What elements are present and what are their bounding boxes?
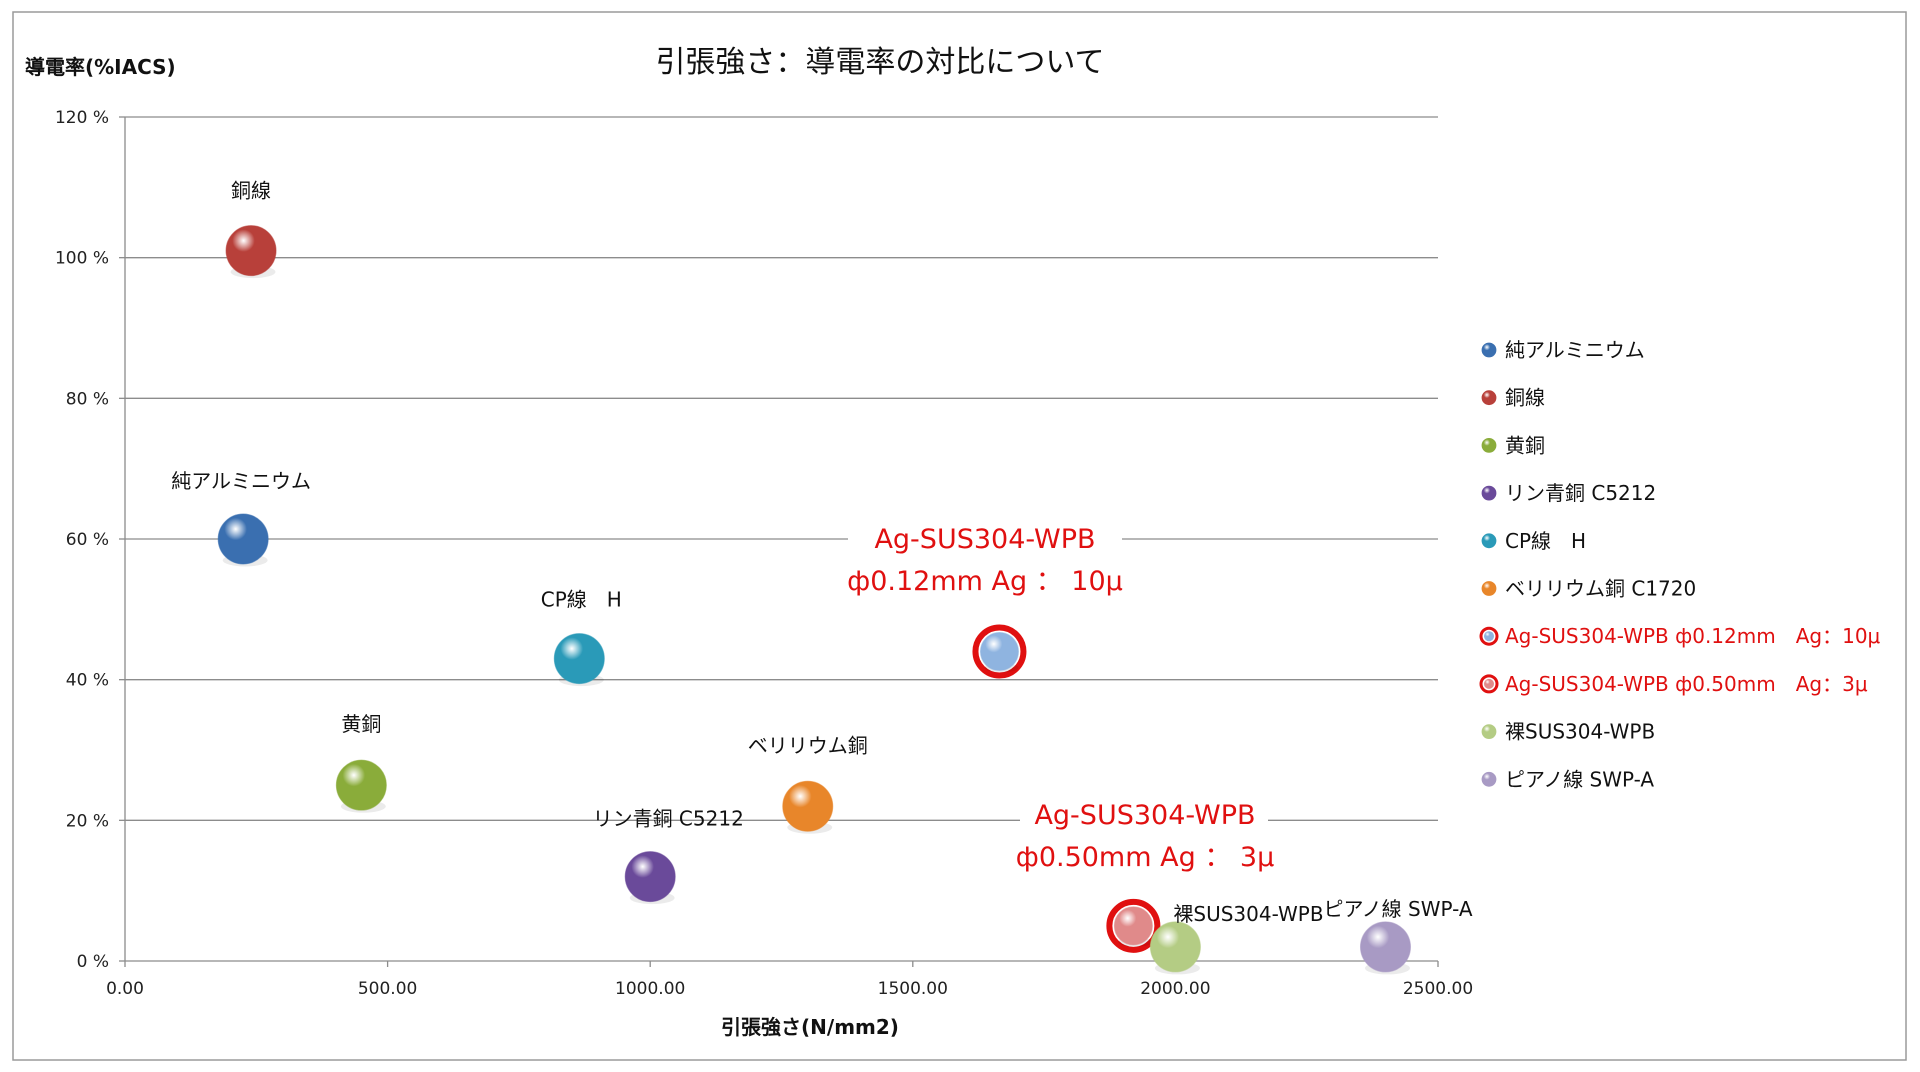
point-label: CP線 H <box>541 588 622 612</box>
x-tick-label: 500.00 <box>358 979 417 999</box>
point-label: 純アルミニウム <box>171 469 311 493</box>
legend-marker <box>1481 437 1497 453</box>
legend-marker <box>1484 678 1494 689</box>
data-point <box>1359 921 1411 973</box>
axes <box>119 116 1439 967</box>
data-point <box>553 633 605 685</box>
y-tick-label: 20 % <box>66 811 109 831</box>
point-label: ベリリウム銅 <box>748 733 868 757</box>
annotation-text: ф0.50mm Ag ： 3μ <box>1016 842 1275 873</box>
point-label: 黄銅 <box>341 712 381 736</box>
legend-entry: CP線 H <box>1505 529 1586 553</box>
legend-entry: 黄銅 <box>1505 433 1545 457</box>
legend-marker <box>1481 724 1497 739</box>
point-label: 銅線 <box>231 179 271 203</box>
legend-marker <box>1481 581 1497 596</box>
data-point <box>225 225 277 277</box>
data-point <box>1149 921 1201 973</box>
x-tick-label: 2000.00 <box>1140 979 1210 999</box>
legend-marker <box>1481 342 1497 358</box>
legend-entry: リン青銅 C5212 <box>1505 481 1656 505</box>
data-point <box>335 759 387 811</box>
y-tick-label: 60 % <box>66 530 109 550</box>
annotation-text: Ag-SUS304-WPB <box>1034 800 1255 831</box>
legend-marker-ring <box>1479 626 1499 646</box>
legend-marker <box>1481 390 1497 406</box>
legend-marker <box>1481 485 1497 501</box>
legend-entry: 純アルミニウム <box>1505 338 1645 362</box>
annotation-background <box>1020 794 1268 880</box>
annotation-text: ф0.12mm Ag ： 10μ <box>847 566 1123 597</box>
legend-entry: 裸SUS304-WPB <box>1505 720 1655 744</box>
x-axis-title: 引張強さ(N/mm2) <box>721 1015 899 1039</box>
x-tick-label: 2500.00 <box>1403 979 1473 999</box>
y-tick-label: 80 % <box>66 389 109 409</box>
tick-labels: 0 % 20 % 40 % 60 % 80 % 100 % 120 % 0.00 500.00 1… <box>55 108 1473 999</box>
data-point <box>217 513 269 565</box>
data-point <box>624 851 676 903</box>
point-label: 裸SUS304-WPB <box>1173 902 1323 926</box>
data-point <box>1113 906 1153 946</box>
point-label: ピアノ線 SWP-A <box>1323 897 1472 921</box>
legend-entry: ピアノ線 SWP-A <box>1505 767 1654 791</box>
y-tick-label: 0 % <box>77 952 109 972</box>
legend-marker-ring <box>1479 674 1499 694</box>
annotations: Ag-SUS304-WPB ф0.12mm Ag ： 10μ Ag-SUS304-W… <box>847 518 1274 880</box>
x-tick-label: 1000.00 <box>615 979 685 999</box>
annotation-text: Ag-SUS304-WPB <box>874 524 1095 555</box>
x-tick-label: 1500.00 <box>878 979 948 999</box>
y-tick-label: 120 % <box>55 108 109 128</box>
legend-marker <box>1481 771 1497 787</box>
point-label: リン青銅 C5212 <box>593 807 744 831</box>
legend-marker <box>1484 631 1494 642</box>
y-tick-label: 100 % <box>55 249 109 269</box>
highlight-ring <box>1106 898 1161 953</box>
x-tick-label: 0.00 <box>106 979 144 999</box>
legend-marker <box>1481 533 1497 549</box>
legend-entry: Ag-SUS304-WPB ф0.50mm Ag：3μ <box>1505 672 1868 696</box>
annotation-background <box>848 518 1122 604</box>
y-tick-label: 40 % <box>66 671 109 691</box>
y-axis-title: 導電率(%IACS) <box>25 55 176 79</box>
legend-entry: ベリリウム銅 C1720 <box>1505 577 1696 601</box>
data-point <box>979 632 1019 672</box>
data-point <box>782 780 834 832</box>
highlight-ring <box>972 624 1027 679</box>
chart-title: 引張強さ：導電率の対比について <box>655 45 1104 80</box>
legend-entry: 銅線 <box>1505 386 1545 410</box>
legend-entry: Ag-SUS304-WPB ф0.12mm Ag：10μ <box>1505 624 1881 648</box>
data-points <box>217 225 1411 975</box>
